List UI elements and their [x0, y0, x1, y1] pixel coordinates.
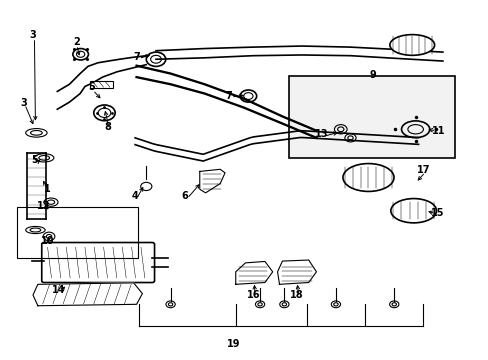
- Text: 12: 12: [38, 201, 51, 211]
- Text: 3: 3: [30, 30, 36, 40]
- Bar: [17, 207, 137, 258]
- Polygon shape: [200, 169, 224, 193]
- Polygon shape: [277, 260, 316, 284]
- Text: 11: 11: [431, 126, 445, 136]
- Text: 5: 5: [31, 156, 38, 165]
- Text: 3: 3: [20, 98, 26, 108]
- Text: 2: 2: [73, 37, 80, 48]
- Polygon shape: [33, 283, 142, 306]
- Text: 19: 19: [226, 339, 240, 348]
- Text: 7: 7: [225, 91, 232, 101]
- FancyBboxPatch shape: [41, 243, 154, 283]
- Text: 4: 4: [131, 191, 138, 201]
- Text: 16: 16: [246, 290, 260, 300]
- Ellipse shape: [342, 163, 393, 192]
- Ellipse shape: [389, 35, 434, 55]
- Polygon shape: [235, 261, 272, 284]
- Text: 1: 1: [44, 184, 51, 194]
- Text: 13: 13: [314, 129, 327, 139]
- Bar: [288, 76, 454, 158]
- Text: 8: 8: [104, 122, 111, 132]
- Text: 14: 14: [52, 285, 65, 295]
- Ellipse shape: [390, 199, 436, 223]
- Text: 5: 5: [88, 82, 95, 92]
- Text: 15: 15: [430, 208, 444, 218]
- Text: 9: 9: [369, 69, 376, 80]
- Text: 18: 18: [289, 290, 303, 300]
- Bar: [90, 81, 113, 88]
- Text: 17: 17: [416, 165, 429, 175]
- Text: 7: 7: [133, 52, 140, 62]
- Text: 6: 6: [182, 191, 188, 201]
- Text: 10: 10: [41, 236, 54, 246]
